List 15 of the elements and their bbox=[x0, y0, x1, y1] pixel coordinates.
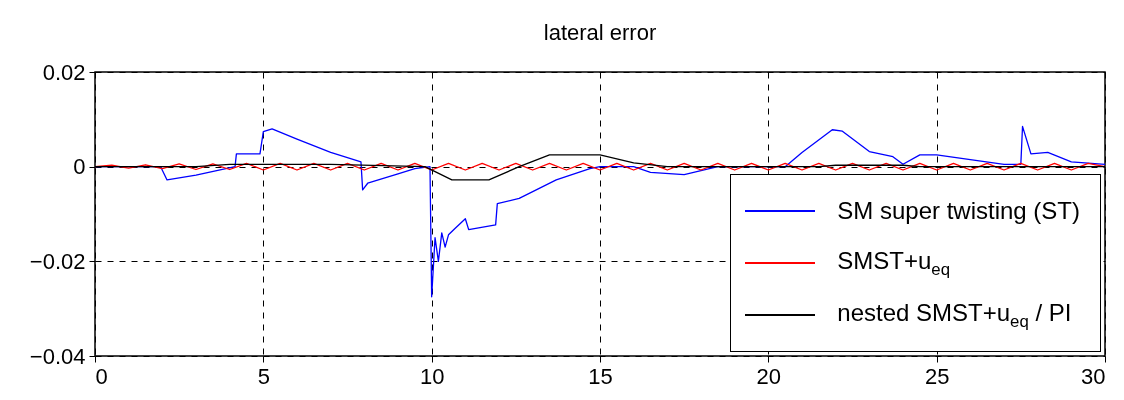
y-tick-label: −0.04 bbox=[29, 343, 86, 369]
chart-title: lateral error bbox=[543, 20, 657, 45]
legend-label: nested SMST+u$_{eq}$ / PI bbox=[837, 298, 1072, 332]
legend-label: SMST+u$_{eq}$ bbox=[837, 246, 950, 280]
x-tick-label: 0 bbox=[95, 363, 108, 389]
y-tick-label: 0 bbox=[73, 154, 86, 180]
y-tick-label: −0.02 bbox=[29, 248, 86, 274]
x-tick-label: 25 bbox=[924, 363, 950, 389]
x-tick-label: 30 bbox=[1081, 363, 1106, 389]
legend-label: SM super twisting (ST) bbox=[837, 197, 1080, 225]
y-tick-label: 0.02 bbox=[42, 59, 86, 85]
x-tick-label: 15 bbox=[588, 363, 613, 389]
x-tick-label: 5 bbox=[257, 363, 270, 389]
x-tick-label: 10 bbox=[419, 363, 445, 389]
x-tick-label: 20 bbox=[756, 363, 782, 389]
